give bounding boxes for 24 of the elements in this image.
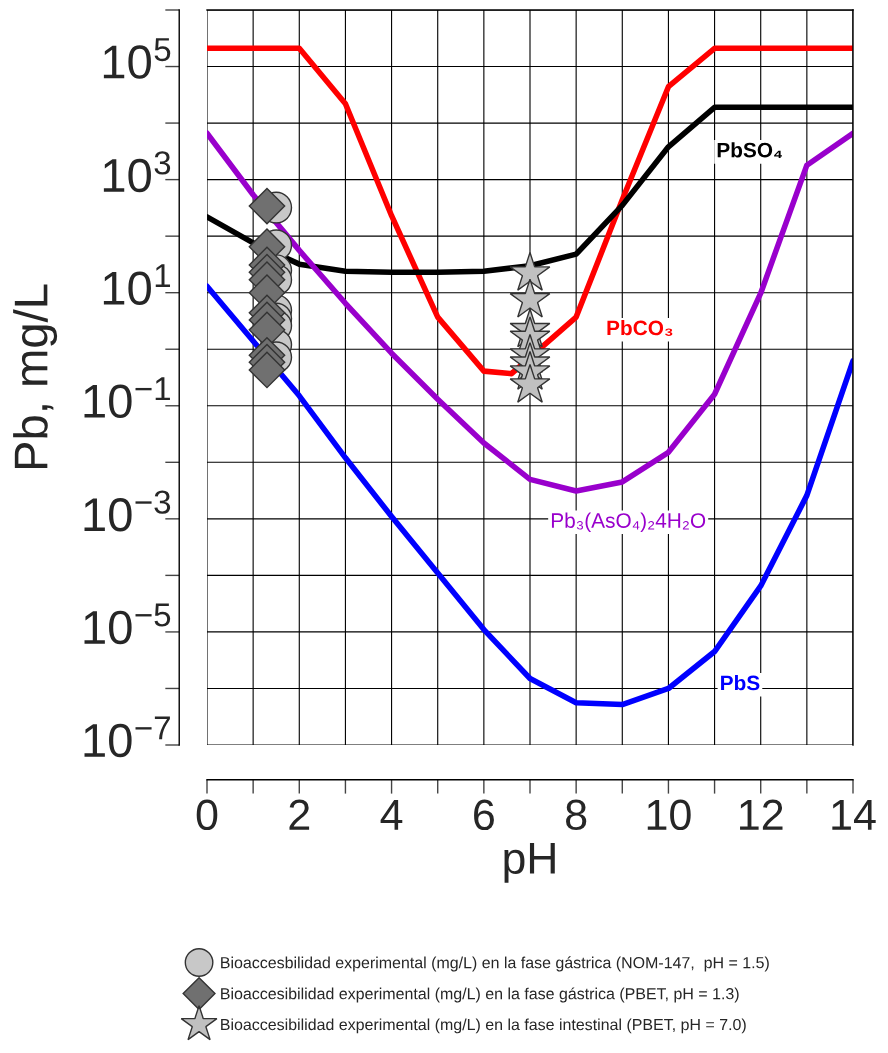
y-tick-label: 10$^{3}$ xyxy=(103,151,171,193)
y-tick-label: 10$^{1}$ xyxy=(103,264,171,305)
legend-label: Bioaccesibilidad experimental (mg/L) en la fase gástrica (PBET, pH = 1.3) xyxy=(221,987,739,1003)
x-tick-label: 8 xyxy=(566,799,587,831)
x-tick-label: 12 xyxy=(740,799,783,830)
x-tick-label: 10 xyxy=(647,799,691,831)
x-tick-label: 6 xyxy=(474,799,494,831)
x-tick-label: 4 xyxy=(380,800,403,830)
y-axis-title: Pb, mg/L xyxy=(13,284,58,469)
y-tick-label: 10$^{−5}$ xyxy=(84,603,171,645)
y-tick-label: 10$^{5}$ xyxy=(103,38,171,79)
x-tick-label: 14 xyxy=(832,800,876,830)
series-label: Pb₃(AsO₄)₂4H₂O xyxy=(551,512,706,532)
series-label: PbSO₄ xyxy=(717,142,782,158)
x-axis-title: pH xyxy=(504,843,555,883)
y-tick-label: 10$^{−3}$ xyxy=(84,490,171,532)
y-tick-label: 10$^{−1}$ xyxy=(84,377,170,419)
legend-label: Bioaccesbilidad experimental (mg/L) en la fase gástrica (NOM-147, pH = 1.5) xyxy=(221,956,769,972)
series-label: PbCO₃ xyxy=(607,320,673,336)
series-label: PbS xyxy=(721,675,760,691)
x-tick-label: 0 xyxy=(196,799,218,831)
legend-label: Bioaccesibilidad experimental (mg/L) en la fase intestinal (PBET, pH = 7.0) xyxy=(221,1018,746,1034)
y-tick-label: 10$^{−7}$ xyxy=(84,716,170,758)
x-tick-label: 2 xyxy=(289,799,310,830)
